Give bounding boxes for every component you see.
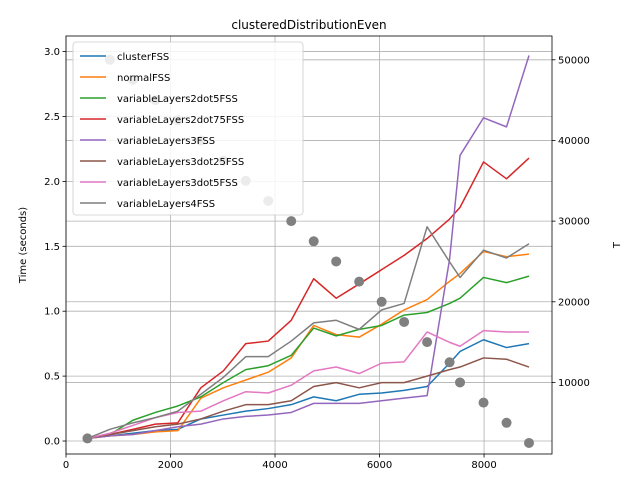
y-tick-label: 2.5 <box>44 112 60 123</box>
x-axis: 0 2000 4000 6000 8000 <box>63 454 497 471</box>
x-tick-label: 0 <box>63 460 69 471</box>
y-tick-label: 0.5 <box>44 372 60 383</box>
legend-label-normalFSS: normalFSS <box>117 73 170 84</box>
scatter-point-T <box>308 236 319 247</box>
scatter-point-T <box>455 377 466 388</box>
scatter-point-T <box>501 417 512 428</box>
scatter-point-T <box>376 296 387 307</box>
y-axis-right: 10000 20000 30000 40000 50000 <box>552 55 590 389</box>
legend-label-variableLayers4FSS: variableLayers4FSS <box>117 199 215 210</box>
series-line-variableLayers3FSS <box>87 55 530 440</box>
x-tick-label: 4000 <box>262 460 287 471</box>
plot-lines <box>87 55 530 440</box>
scatter-point-T <box>286 216 297 227</box>
scatter-point-T-first <box>82 433 93 444</box>
y2-tick-label: 30000 <box>558 217 590 228</box>
y-axis-label: Time (seconds) <box>18 207 29 284</box>
scatter-point-T <box>399 316 410 327</box>
y-tick-label: 1.0 <box>44 307 60 318</box>
y-tick-label: 3.0 <box>44 47 60 58</box>
scatter-point-T <box>478 397 489 408</box>
legend-label-clusterFSS: clusterFSS <box>117 52 169 63</box>
scatter-point-T <box>354 276 365 287</box>
y-tick-label: 2.0 <box>44 177 60 188</box>
legend-label-variableLayers2dot75FSS: variableLayers2dot75FSS <box>117 115 244 126</box>
x-tick-label: 6000 <box>367 460 392 471</box>
legend-label-variableLayers3dot5FSS: variableLayers3dot5FSS <box>117 178 238 189</box>
y2-tick-label: 40000 <box>558 136 590 147</box>
series-line-clusterFSS <box>87 339 530 440</box>
scatter-point-T <box>331 256 342 267</box>
scatter-point-T <box>524 437 535 448</box>
chart-title: clusteredDistributionEven <box>231 18 386 32</box>
series-line-variableLayers2dot75FSS <box>87 157 530 440</box>
y2-tick-label: 20000 <box>558 297 590 308</box>
legend-box <box>72 41 304 216</box>
y2-axis-label: T <box>612 241 623 249</box>
y2-tick-label: 50000 <box>558 55 590 66</box>
legend: clusterFSS normalFSS variableLayers2dot5FS… <box>72 41 304 216</box>
series-line-normalFSS <box>87 250 530 440</box>
series-line-variableLayers2dot5FSS <box>87 275 530 440</box>
series-line-variableLayers3dot25FSS <box>87 357 530 440</box>
scatter-point-T <box>422 337 433 348</box>
x-tick-label: 8000 <box>471 460 496 471</box>
legend-label-variableLayers3FSS: variableLayers3FSS <box>117 136 215 147</box>
x-tick-label: 2000 <box>158 460 183 471</box>
y-tick-label: 0.0 <box>44 437 60 448</box>
y2-tick-label: 10000 <box>558 378 590 389</box>
legend-label-variableLayers2dot5FSS: variableLayers2dot5FSS <box>117 94 238 105</box>
legend-label-variableLayers3dot25FSS: variableLayers3dot25FSS <box>117 157 244 168</box>
scatter-point-T <box>444 357 455 368</box>
y-axis-left: 0.0 0.5 1.0 1.5 2.0 2.5 3.0 <box>44 47 66 448</box>
plot-frame <box>65 35 553 455</box>
series-line-variableLayers4FSS <box>87 226 530 440</box>
y-tick-label: 1.5 <box>44 242 60 253</box>
